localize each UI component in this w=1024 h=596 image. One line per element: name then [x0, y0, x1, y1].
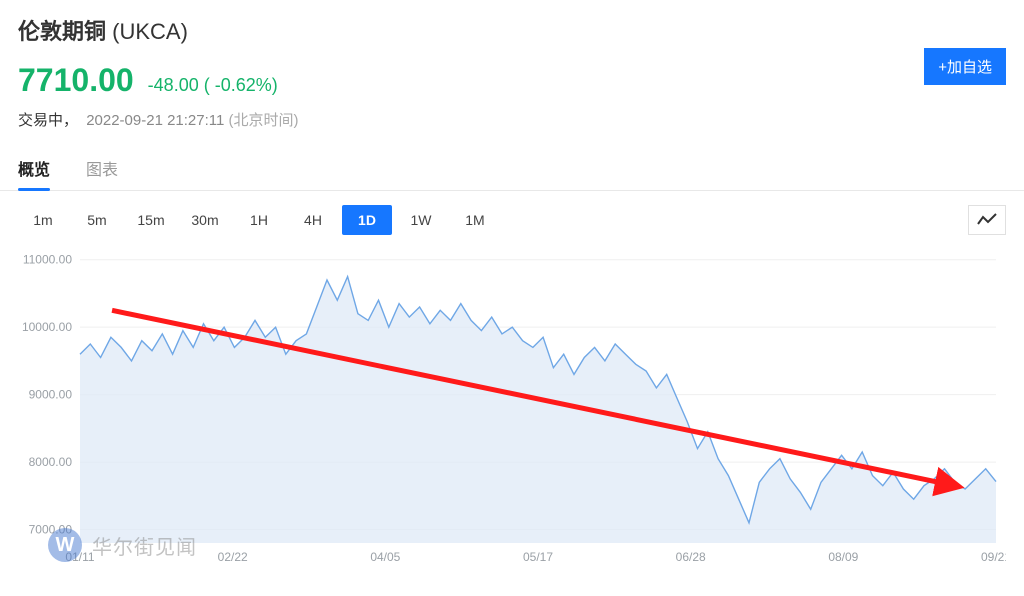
timeframe-15m[interactable]: 15m [126, 205, 176, 235]
market-status: 交易中， [18, 112, 78, 129]
instrument-ticker: (UKCA) [112, 19, 188, 44]
line-chart-icon [977, 213, 997, 227]
view-tabs: 概览 图表 [0, 136, 1024, 191]
svg-text:08/09: 08/09 [828, 550, 858, 564]
tab-chart[interactable]: 图表 [86, 156, 118, 190]
timeframe-5m[interactable]: 5m [72, 205, 122, 235]
price-change: -48.00 ( -0.62%) [148, 75, 278, 96]
svg-text:09/21: 09/21 [981, 550, 1006, 564]
instrument-name: 伦敦期铜 [18, 19, 106, 44]
svg-text:06/28: 06/28 [676, 550, 706, 564]
tab-overview[interactable]: 概览 [18, 156, 50, 190]
add-watchlist-button[interactable]: +加自选 [924, 48, 1006, 85]
timezone-label: (北京时间) [229, 112, 299, 129]
svg-text:7000.00: 7000.00 [29, 523, 73, 537]
svg-text:11000.00: 11000.00 [23, 253, 72, 267]
chart-type-button[interactable] [968, 205, 1006, 235]
timeframe-30m[interactable]: 30m [180, 205, 230, 235]
svg-text:02/22: 02/22 [218, 550, 248, 564]
quote-timestamp: 2022-09-21 21:27:11 [86, 112, 224, 129]
timeframe-1W[interactable]: 1W [396, 205, 446, 235]
last-price: 7710.00 [18, 62, 134, 99]
timeframe-1D[interactable]: 1D [342, 205, 392, 235]
svg-text:10000.00: 10000.00 [22, 320, 72, 334]
svg-text:01/11: 01/11 [65, 550, 94, 564]
svg-text:05/17: 05/17 [523, 550, 553, 564]
timeframe-1H[interactable]: 1H [234, 205, 284, 235]
svg-text:8000.00: 8000.00 [29, 455, 73, 469]
timeframe-4H[interactable]: 4H [288, 205, 338, 235]
timeframe-bar: 1m5m15m30m1H4H1D1W1M [0, 191, 1024, 235]
timeframe-1m[interactable]: 1m [18, 205, 68, 235]
svg-text:04/05: 04/05 [370, 550, 400, 564]
timeframe-1M[interactable]: 1M [450, 205, 500, 235]
price-chart: 7000.00 8000.00 9000.00 10000.00 11000.00 01/… [18, 245, 1006, 570]
svg-text:9000.00: 9000.00 [29, 388, 73, 402]
